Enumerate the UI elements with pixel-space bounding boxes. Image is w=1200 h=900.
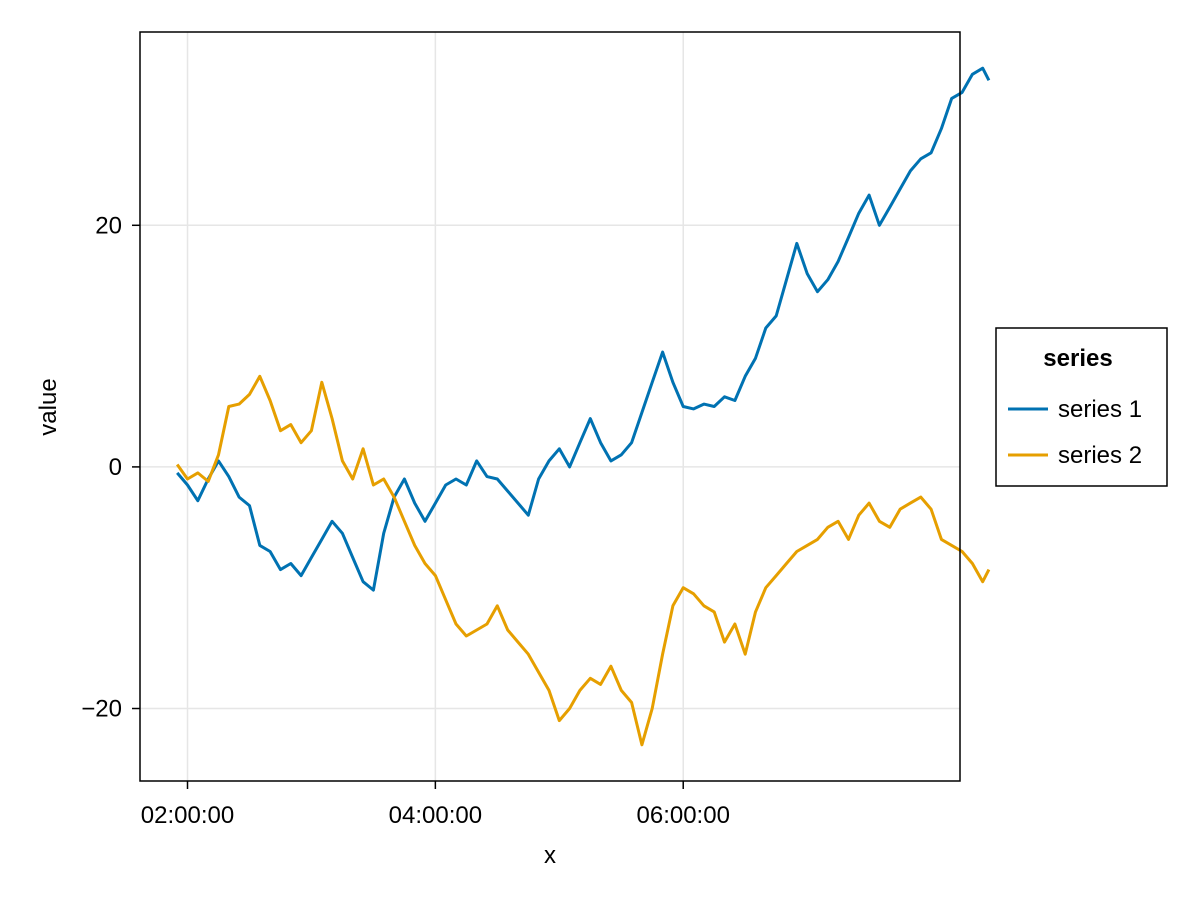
series-line-2 — [175, 374, 991, 747]
legend: series series 1 series 2 — [995, 327, 1168, 487]
series-lines — [175, 66, 991, 747]
plot-frame — [139, 31, 961, 782]
y-tick-label: −20 — [81, 696, 122, 723]
y-axis-label: value — [35, 378, 62, 435]
x-axis-label: x — [544, 842, 556, 869]
y-tick-label: 20 — [95, 212, 122, 239]
legend-title: series — [1043, 345, 1112, 372]
legend-box — [995, 327, 1168, 487]
x-axis-ticks: 02:00:00 04:00:00 06:00:00 — [141, 781, 730, 829]
series-line-1 — [176, 66, 991, 592]
x-tick-label: 06:00:00 — [637, 802, 730, 829]
y-tick-label: 0 — [109, 454, 122, 481]
legend-label-series-1: series 1 — [1058, 396, 1142, 423]
y-axis-ticks: −20 0 20 — [81, 212, 140, 723]
x-tick-label: 02:00:00 — [141, 802, 234, 829]
x-tick-label: 04:00:00 — [389, 802, 482, 829]
legend-label-series-2: series 2 — [1058, 442, 1142, 469]
